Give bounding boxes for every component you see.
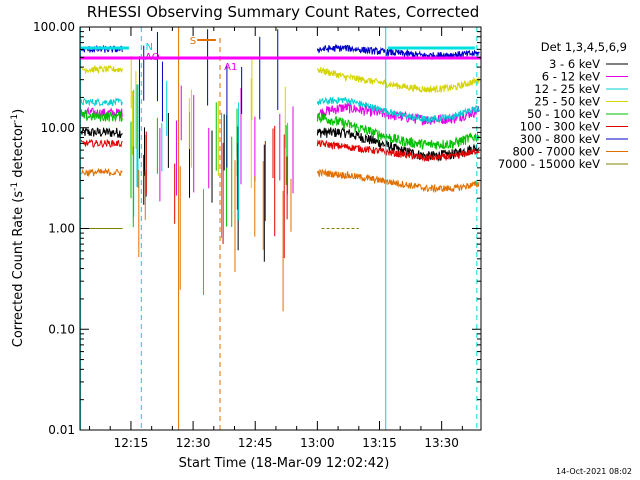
series-segment — [80, 44, 123, 53]
data-layer — [80, 29, 480, 312]
flag-annotation: S — [190, 36, 196, 47]
series-segment — [80, 106, 123, 119]
footer-date: 14-Oct-2021 08:02 — [556, 467, 632, 476]
legend-label: 25 - 50 keV — [534, 95, 600, 109]
series-segment — [80, 127, 123, 139]
y-axis: 100.00 10.00 1.00 0.10 0.01 — [33, 20, 481, 437]
legend-label: 6 - 12 keV — [542, 70, 600, 84]
series-segment — [80, 167, 123, 178]
flag-annotation: AO — [145, 52, 160, 63]
plot-area — [80, 27, 481, 430]
series-trace — [80, 29, 480, 168]
legend-label: 3 - 6 keV — [549, 57, 600, 71]
legend-label: 300 - 800 keV — [520, 132, 600, 146]
series-trace — [80, 55, 480, 189]
series-segment — [80, 138, 123, 148]
legend-label: 800 - 7000 keV — [512, 145, 600, 159]
series-segment — [316, 43, 480, 61]
y-axis-label: Corrected Count Rate (s-1 detector-1) — [10, 109, 26, 347]
x-axis: 12:15 12:30 12:45 13:00 13:15 13:30 — [89, 27, 463, 450]
y-tick-label: 1.00 — [48, 222, 75, 236]
x-tick-label: 13:30 — [424, 436, 459, 450]
x-tick-label: 13:00 — [300, 436, 335, 450]
x-tick-label: 12:45 — [238, 436, 273, 450]
series-segment — [316, 168, 480, 194]
series-trace — [80, 125, 480, 259]
legend-label: 7000 - 15000 keV — [498, 157, 600, 171]
legend-label: 50 - 100 keV — [527, 107, 600, 121]
y-tick-label: 100.00 — [33, 20, 75, 34]
series-trace — [80, 85, 480, 202]
series-segment — [316, 96, 480, 125]
legend-label: 12 - 25 keV — [534, 82, 600, 96]
legend-title: Det 1,3,4,5,6,9 — [541, 40, 627, 54]
y-tick-label: 0.01 — [48, 423, 75, 437]
x-tick-label: 13:15 — [362, 436, 397, 450]
series-segment — [316, 139, 480, 163]
y-tick-label: 10.00 — [41, 121, 75, 135]
legend-label: 100 - 300 keV — [520, 120, 600, 134]
flag-annotation: N — [145, 42, 152, 53]
series-trace — [80, 160, 480, 312]
x-axis-label: Start Time (18-Mar-09 12:02:42) — [179, 456, 390, 471]
x-tick-label: 12:30 — [176, 436, 211, 450]
series-segment — [80, 64, 123, 75]
x-tick-label: 12:15 — [114, 436, 149, 450]
flag-annotation: A1 — [224, 62, 237, 73]
y-tick-label: 0.10 — [48, 322, 75, 336]
series-segment — [316, 112, 480, 150]
series-segment — [316, 67, 480, 94]
chart-title: RHESSI Observing Summary Count Rates, Co… — [87, 3, 480, 21]
series-segment — [80, 96, 123, 107]
series-segment — [80, 109, 123, 123]
